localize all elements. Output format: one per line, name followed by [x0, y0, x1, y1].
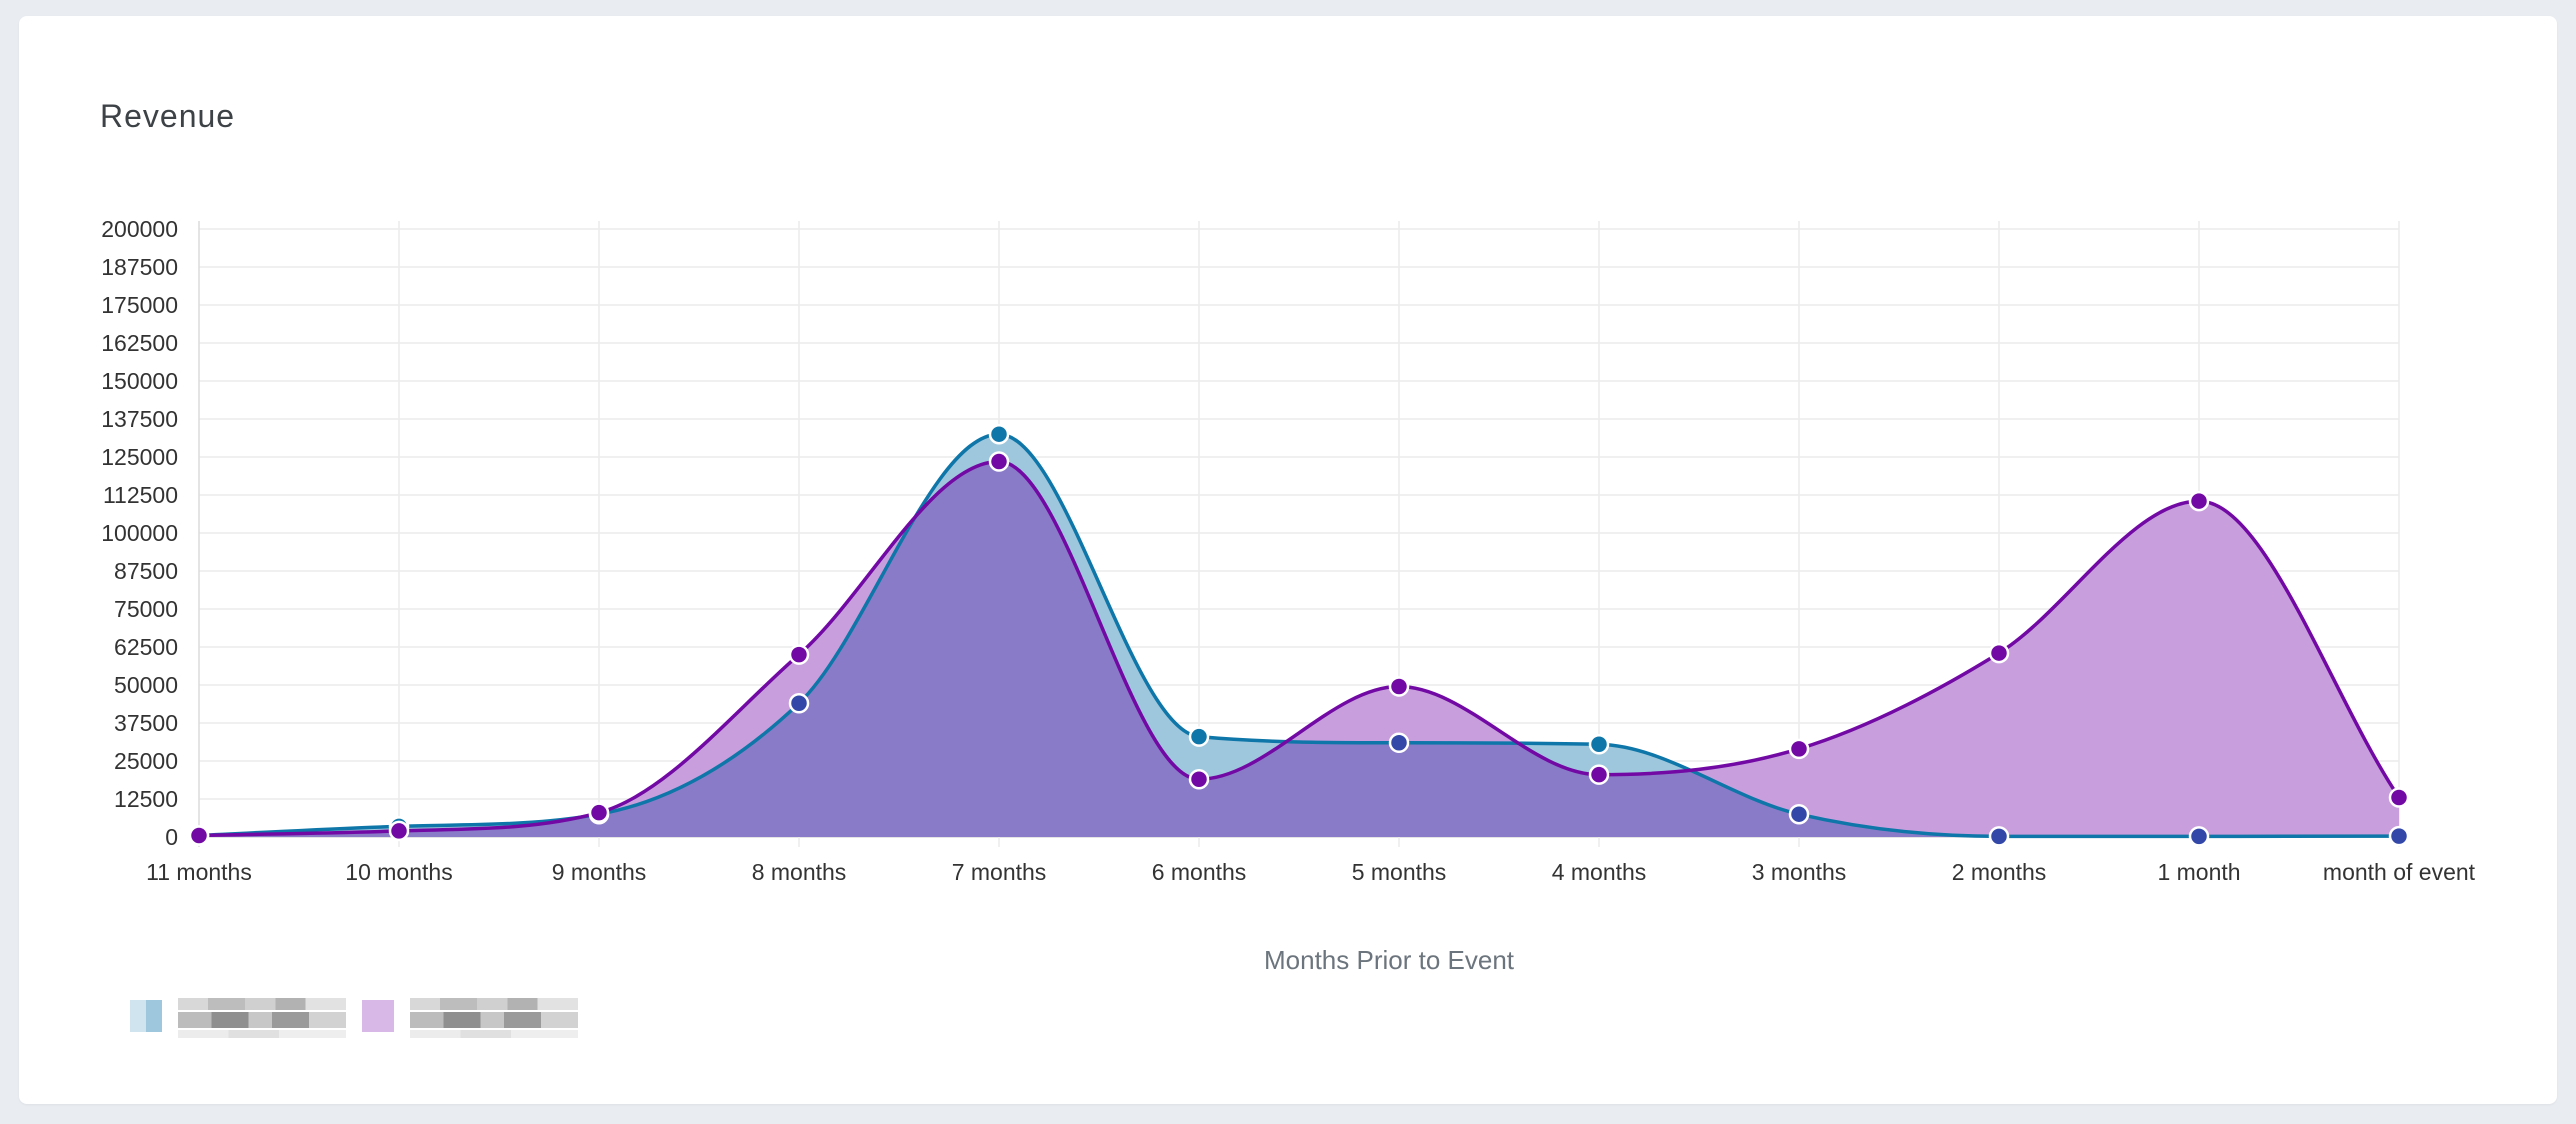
series-2-point [2388, 787, 2410, 808]
series-2-point [1588, 764, 1610, 785]
x-tick-label: 3 months [1752, 859, 1847, 885]
legend-label-series-1 [178, 994, 346, 1038]
series-2-point [588, 802, 610, 823]
y-tick-label: 12500 [114, 786, 178, 812]
series-1-point [2188, 826, 2210, 847]
card-title: Revenue [100, 98, 236, 134]
y-tick-label: 137500 [101, 406, 178, 432]
y-tick-label: 112500 [103, 482, 178, 508]
series-2-point [1788, 738, 1810, 760]
series-2-point [1388, 676, 1410, 697]
series-1-point [1588, 734, 1610, 755]
series-2-point [988, 451, 1010, 472]
series-1-point [1988, 826, 2010, 847]
y-tick-label: 162500 [101, 330, 178, 356]
y-tick-label: 87500 [114, 558, 178, 584]
x-tick-label: 7 months [952, 859, 1047, 885]
y-tick-label: 150000 [101, 368, 178, 394]
legend-label-series-2 [410, 994, 578, 1038]
legend-swatch-blue [130, 1000, 162, 1032]
series-2-point [388, 820, 410, 842]
legend-swatch-purple [362, 1000, 394, 1032]
y-tick-label: 75000 [114, 596, 178, 622]
x-tick-label: month of event [2323, 859, 2476, 885]
y-tick-label: 37500 [114, 710, 178, 736]
y-tick-label: 100000 [101, 520, 178, 546]
series-2-point [188, 825, 210, 846]
y-tick-label: 62500 [114, 634, 178, 660]
series-1-point [2388, 825, 2410, 847]
series-2-point [788, 644, 810, 665]
series-1-point [1388, 732, 1410, 754]
x-tick-label: 11 months [146, 859, 252, 885]
x-tick-label: 4 months [1552, 859, 1647, 885]
legend-item-series-2[interactable] [362, 994, 578, 1038]
x-tick-label: 9 months [552, 859, 647, 885]
x-tick-label: 10 months [345, 859, 452, 885]
series-1-point [1788, 803, 1810, 825]
chart-legend [130, 994, 594, 1038]
x-tick-label: 1 month [2157, 859, 2240, 885]
series-2-area [199, 461, 2399, 837]
y-tick-label: 125000 [101, 444, 178, 470]
series-2-point [2188, 490, 2210, 512]
series-1-point [988, 423, 1010, 445]
y-tick-label: 200000 [101, 216, 178, 242]
x-tick-label: 6 months [1152, 859, 1247, 885]
y-tick-label: 175000 [101, 292, 178, 318]
y-tick-label: 25000 [114, 748, 178, 774]
series-1-point [1188, 726, 1210, 747]
x-tick-label: 5 months [1352, 859, 1447, 885]
y-tick-label: 187500 [101, 254, 178, 280]
y-tick-label: 0 [165, 824, 178, 850]
legend-item-series-1[interactable] [130, 994, 346, 1038]
x-tick-label: 8 months [752, 859, 847, 885]
x-axis-title: Months Prior to Event [1264, 945, 1515, 975]
x-tick-label: 2 months [1952, 859, 2047, 885]
y-tick-label: 50000 [114, 672, 178, 698]
series-2-point [1988, 642, 2010, 664]
series-2-point [1188, 768, 1210, 790]
series-1-point [788, 692, 810, 714]
